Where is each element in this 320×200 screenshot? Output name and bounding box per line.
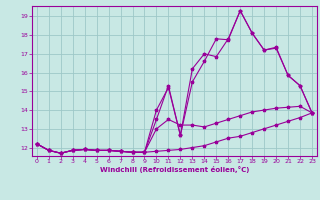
- X-axis label: Windchill (Refroidissement éolien,°C): Windchill (Refroidissement éolien,°C): [100, 166, 249, 173]
